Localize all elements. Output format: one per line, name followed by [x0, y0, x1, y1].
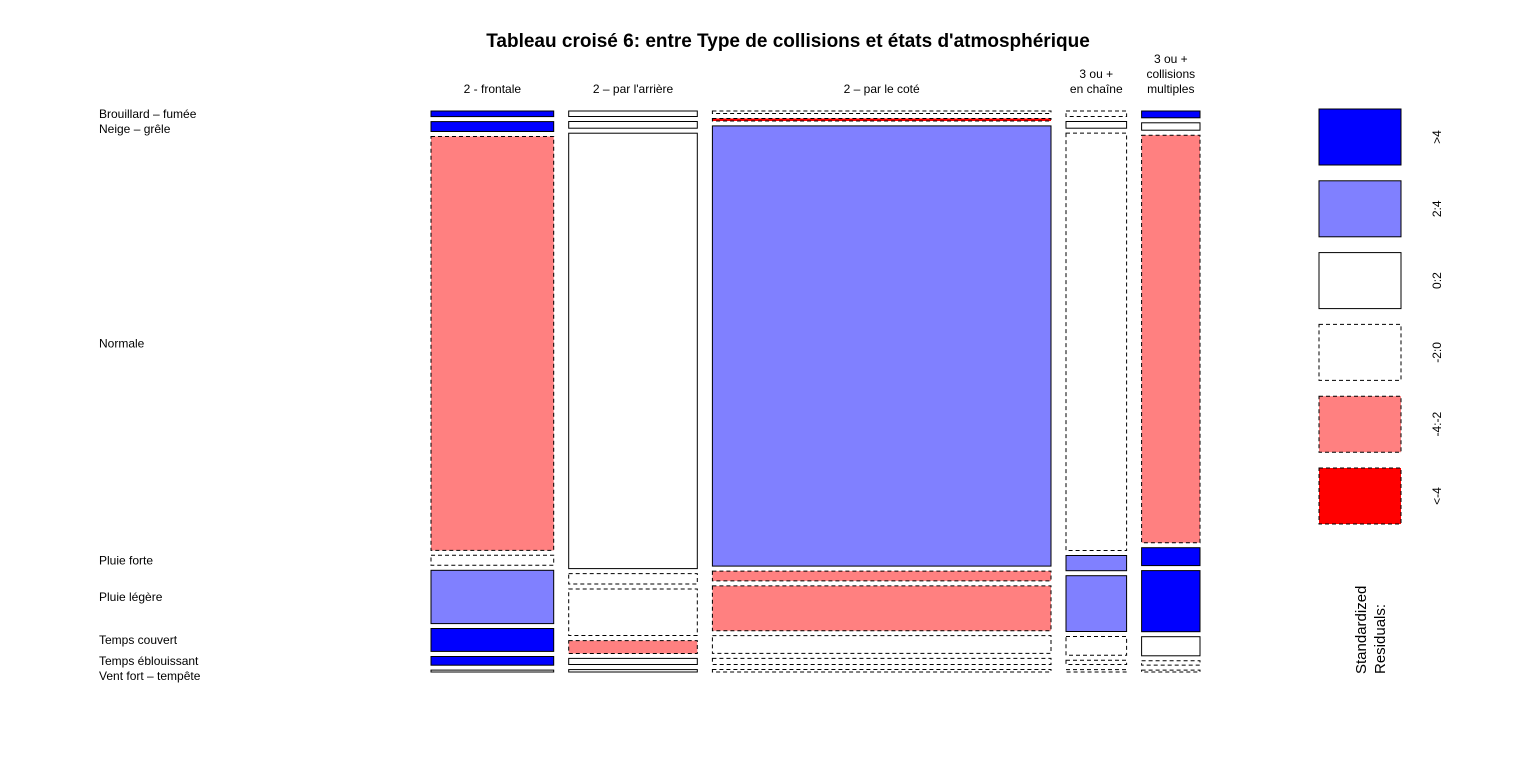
legend-swatch: [1318, 252, 1402, 310]
mosaic-tile: [568, 669, 698, 673]
legend-label: <-4: [1430, 487, 1444, 505]
mosaic-tile: [430, 121, 555, 132]
mosaic-tile: [711, 125, 1052, 567]
mosaic-tile: [430, 656, 555, 666]
row-label: Pluie légère: [99, 590, 163, 604]
legend-label: -2:0: [1430, 342, 1444, 363]
mosaic-tile: [568, 657, 698, 666]
mosaic-tile: [568, 573, 698, 585]
mosaic-tile: [711, 585, 1052, 632]
mosaic-tile: [430, 554, 555, 566]
legend-swatch: [1318, 395, 1402, 453]
mosaic-tile: [711, 118, 1052, 122]
row-label: Normale: [99, 336, 145, 350]
row-label: Neige – grêle: [99, 122, 171, 136]
mosaic-tile: [1141, 570, 1201, 633]
mosaic-tile: [430, 110, 555, 118]
mosaic-tile: [568, 588, 698, 636]
row-label: Temps éblouissant: [99, 654, 199, 668]
mosaic-tile: [1141, 110, 1201, 119]
column-label: en chaîne: [1070, 82, 1123, 96]
mosaic-tile: [1141, 547, 1201, 567]
legend-title: Standardized: [1353, 586, 1370, 674]
mosaic-tile: [1065, 659, 1128, 665]
column-label: 3 ou +: [1154, 52, 1188, 66]
mosaic-tiles: [430, 110, 1201, 673]
mosaic-tile: [711, 669, 1052, 673]
row-label: Vent fort – tempête: [99, 669, 201, 683]
legend-swatch: [1318, 323, 1402, 381]
mosaic-tile: [1141, 122, 1201, 131]
mosaic-tile: [1141, 134, 1201, 544]
mosaic-tile: [711, 110, 1052, 114]
mosaic-tile: [568, 132, 698, 570]
mosaic-tile: [1141, 660, 1201, 666]
mosaic-tile: [711, 657, 1052, 666]
column-labels: 2 - frontale 2 – par l'arrière 2 – par le …: [464, 52, 1195, 96]
row-label: Brouillard – fumée: [99, 107, 197, 121]
mosaic-tile: [1065, 110, 1128, 117]
column-label: 2 - frontale: [464, 82, 522, 96]
column-label: collisions: [1146, 67, 1195, 81]
column-label: 3 ou +: [1079, 67, 1113, 81]
mosaic-tile: [1141, 669, 1201, 673]
column-label: 2 – par le coté: [844, 82, 920, 96]
legend: >4 2:4 0:2 -2:0 -4:-2 <-4 Standardized Residual…: [1318, 108, 1444, 674]
legend-label: 0:2: [1430, 272, 1444, 289]
mosaic-tile: [568, 640, 698, 654]
row-label: Pluie forte: [99, 553, 153, 567]
mosaic-tile: [711, 570, 1052, 582]
legend-label: -4:-2: [1430, 412, 1444, 437]
column-label: multiples: [1147, 82, 1194, 96]
mosaic-tile: [1141, 636, 1201, 657]
legend-swatch: [1318, 467, 1402, 525]
row-label: Temps couvert: [99, 633, 178, 647]
legend-label: 2:4: [1430, 200, 1444, 217]
mosaic-tile: [1065, 555, 1128, 572]
legend-swatch: [1318, 180, 1402, 238]
mosaic-tile: [430, 669, 555, 673]
column-label: 2 – par l'arrière: [593, 82, 674, 96]
mosaic-tile: [1065, 575, 1128, 633]
mosaic-tile: [1065, 669, 1128, 673]
mosaic-tile: [1065, 121, 1128, 129]
legend-swatch: [1318, 108, 1402, 166]
mosaic-tile: [568, 121, 698, 129]
chart-title: Tableau croisé 6: entre Type de collisio…: [486, 31, 1090, 52]
legend-title: Residuals:: [1372, 604, 1389, 674]
mosaic-tile: [568, 110, 698, 117]
legend-label: >4: [1430, 130, 1444, 144]
mosaic-tile: [430, 569, 555, 625]
mosaic-tile: [430, 628, 555, 652]
mosaic-tile: [711, 635, 1052, 654]
mosaic-tile: [1065, 132, 1128, 551]
mosaic-tile: [430, 136, 555, 551]
mosaic-tile: [1065, 636, 1128, 656]
